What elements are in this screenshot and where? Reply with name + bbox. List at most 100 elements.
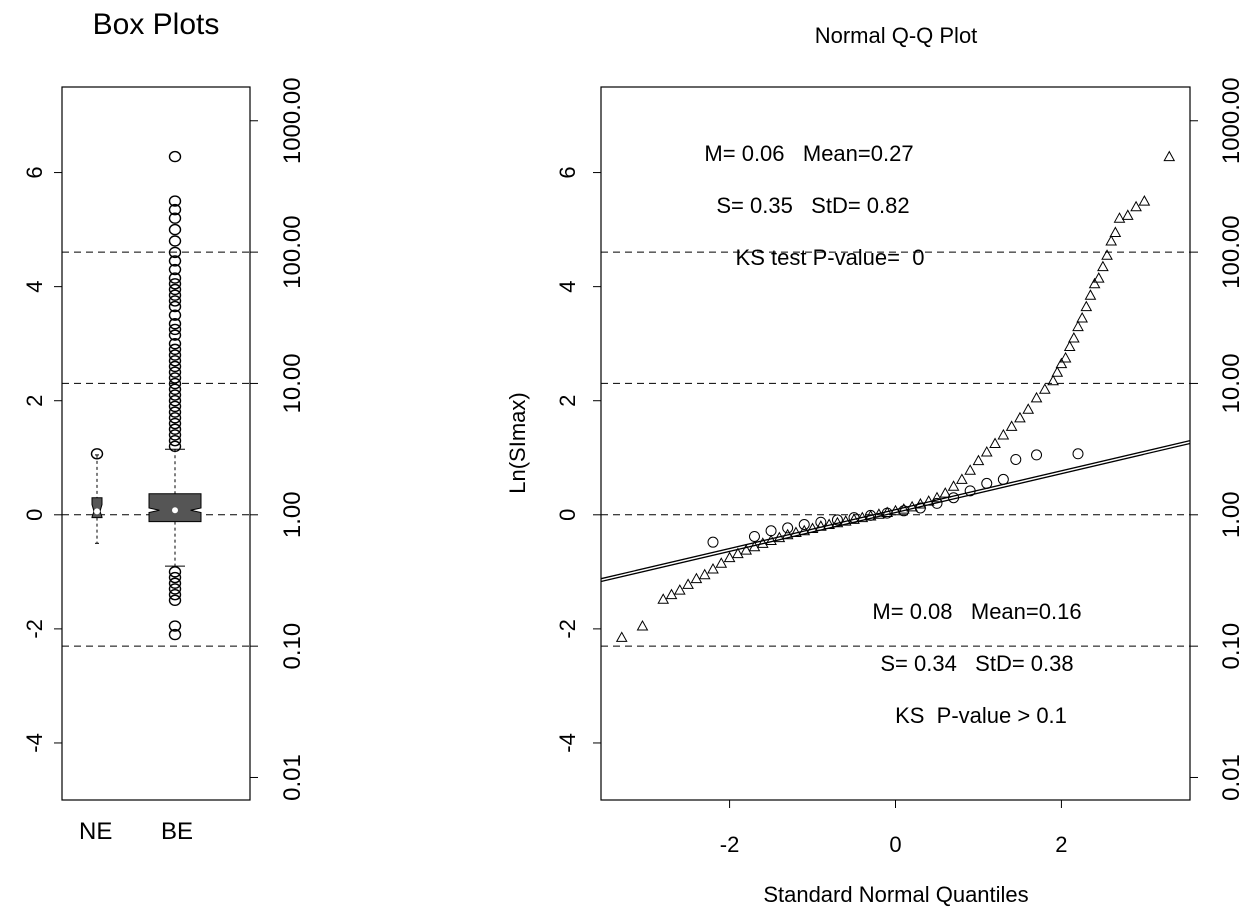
- triangle-point: [1051, 366, 1064, 377]
- outlier-point: [168, 583, 182, 595]
- circle-point: [848, 512, 860, 524]
- triangle-point: [690, 572, 703, 584]
- triangle-point: [806, 522, 819, 533]
- box-plots-title: Box Plots: [93, 8, 220, 41]
- y-tick-label: -4: [555, 733, 580, 753]
- circle-point: [707, 536, 719, 548]
- triangle-point: [831, 516, 844, 528]
- triangle-point: [1005, 420, 1018, 431]
- outlier-point: [168, 343, 182, 356]
- triangle-point: [657, 593, 670, 604]
- triangle-point: [1063, 340, 1076, 352]
- triangle-point: [939, 487, 952, 498]
- right-tick-label: 100.00: [279, 215, 306, 288]
- right-tick-label: 1000.00: [1218, 77, 1245, 164]
- y-tick-label: 0: [555, 509, 580, 521]
- triangle-point: [732, 547, 744, 559]
- triangle-point: [964, 464, 977, 475]
- y-tick-label: -4: [22, 733, 47, 753]
- circle-point: [881, 507, 893, 519]
- right-tick-label: 100.00: [1218, 215, 1245, 288]
- right-tick-label: 10.00: [1218, 353, 1245, 413]
- outlier-point: [168, 566, 182, 578]
- triangle-point: [1076, 311, 1089, 323]
- annotation-top: S= 0.35 StD= 0.82: [716, 193, 909, 218]
- triangle-point: [1055, 357, 1068, 369]
- circle-point: [765, 525, 777, 537]
- triangle-point: [1047, 374, 1059, 386]
- outlier-point: [168, 571, 182, 584]
- median-marker: [172, 507, 178, 514]
- triangle-point: [989, 437, 1001, 448]
- fit-line: [600, 440, 1191, 580]
- qq-plot-title: Normal Q-Q Plot: [815, 23, 978, 48]
- triangle-point: [1130, 200, 1142, 212]
- triangle-point: [897, 503, 910, 514]
- triangle-point: [1163, 150, 1176, 162]
- outlier-point: [168, 406, 182, 418]
- right-tick-label: 10.00: [279, 353, 306, 413]
- annotation-bottom: S= 0.34 StD= 0.38: [880, 651, 1073, 676]
- y-tick-label: 6: [22, 166, 47, 178]
- triangle-point: [682, 578, 694, 589]
- circle-point: [1031, 449, 1043, 461]
- triangle-point: [748, 540, 761, 552]
- triangle-point: [980, 446, 993, 457]
- triangle-point: [756, 537, 769, 548]
- y-tick-label: 6: [555, 166, 580, 178]
- circle-point: [981, 477, 993, 489]
- outlier-point: [168, 423, 182, 435]
- triangle-point: [1022, 403, 1035, 414]
- outlier-point: [168, 349, 182, 361]
- triangle-point: [922, 495, 935, 506]
- triangle-point: [997, 428, 1010, 440]
- outlier-point: [168, 329, 182, 341]
- box-plots-panel: Box Plots -4 -2 0 2 4 6 0.01 0.10 1.00 10.00 100.00…: [22, 8, 306, 845]
- triangle-point: [781, 528, 794, 540]
- outlier-point: [168, 588, 182, 601]
- right-tick-label: 0.10: [279, 623, 306, 670]
- outlier-point: [168, 235, 182, 247]
- outlier-point: [168, 628, 182, 641]
- fit-line: [600, 442, 1191, 583]
- circle-point: [964, 485, 976, 497]
- outlier-point: [168, 150, 182, 163]
- triangle-point: [1121, 209, 1134, 220]
- triangle-point: [1059, 351, 1072, 363]
- box-ne: [91, 497, 103, 519]
- triangle-point: [889, 504, 902, 516]
- triangle-point: [814, 520, 827, 531]
- triangle-point: [636, 619, 649, 631]
- circle-point: [1010, 453, 1022, 465]
- outlier-point: [168, 323, 182, 336]
- right-tick-label: 0.01: [279, 754, 306, 801]
- x-tick-label: 0: [889, 832, 901, 857]
- outlier-point: [168, 366, 182, 378]
- triangle-point: [773, 531, 786, 543]
- outlier-point: [168, 383, 182, 396]
- triangle-point: [1097, 260, 1109, 272]
- y-tick-label: 2: [555, 395, 580, 407]
- outlier-point: [168, 203, 182, 216]
- triangle-point: [615, 631, 628, 642]
- x-tick-label: 2: [1055, 832, 1067, 857]
- triangle-point: [673, 584, 686, 595]
- annotation-bottom: M= 0.08 Mean=0.16: [872, 599, 1081, 624]
- triangle-point: [698, 568, 711, 580]
- median-marker: [94, 508, 100, 515]
- triangle-point: [881, 506, 894, 518]
- right-tick-label: 0.01: [1218, 754, 1245, 801]
- annotation-bottom: KS P-value > 0.1: [895, 703, 1067, 728]
- outlier-point: [90, 448, 104, 460]
- triangle-point: [956, 473, 968, 484]
- outlier-point: [168, 283, 182, 296]
- y-tick-label: -2: [22, 619, 47, 639]
- outlier-point: [168, 300, 182, 313]
- outlier-point: [168, 417, 182, 430]
- triangle-point: [715, 557, 728, 568]
- outlier-point: [168, 360, 182, 373]
- circle-point: [914, 502, 926, 514]
- x-axis-label: Standard Normal Quantiles: [763, 882, 1028, 907]
- x-tick-label: -2: [720, 832, 740, 857]
